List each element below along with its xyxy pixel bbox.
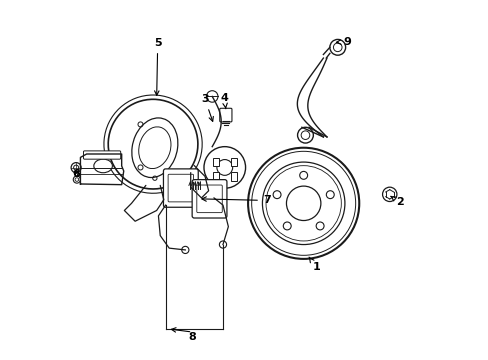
Text: 6: 6 (72, 169, 80, 179)
Text: 4: 4 (220, 93, 228, 109)
Bar (230, 172, 236, 181)
FancyBboxPatch shape (196, 185, 222, 213)
Bar (212, 172, 218, 181)
Text: 3: 3 (201, 94, 213, 121)
Text: 2: 2 (390, 196, 403, 207)
Text: 1: 1 (308, 257, 320, 272)
Text: 8: 8 (188, 332, 196, 342)
Text: 5: 5 (154, 38, 161, 95)
FancyBboxPatch shape (83, 151, 121, 159)
FancyBboxPatch shape (163, 169, 198, 207)
Text: 9: 9 (336, 37, 351, 46)
FancyBboxPatch shape (168, 174, 193, 202)
Bar (212, 158, 218, 166)
Ellipse shape (94, 159, 112, 173)
FancyBboxPatch shape (219, 108, 231, 122)
Text: 7: 7 (202, 195, 270, 206)
FancyBboxPatch shape (192, 180, 226, 218)
Bar (230, 158, 236, 166)
